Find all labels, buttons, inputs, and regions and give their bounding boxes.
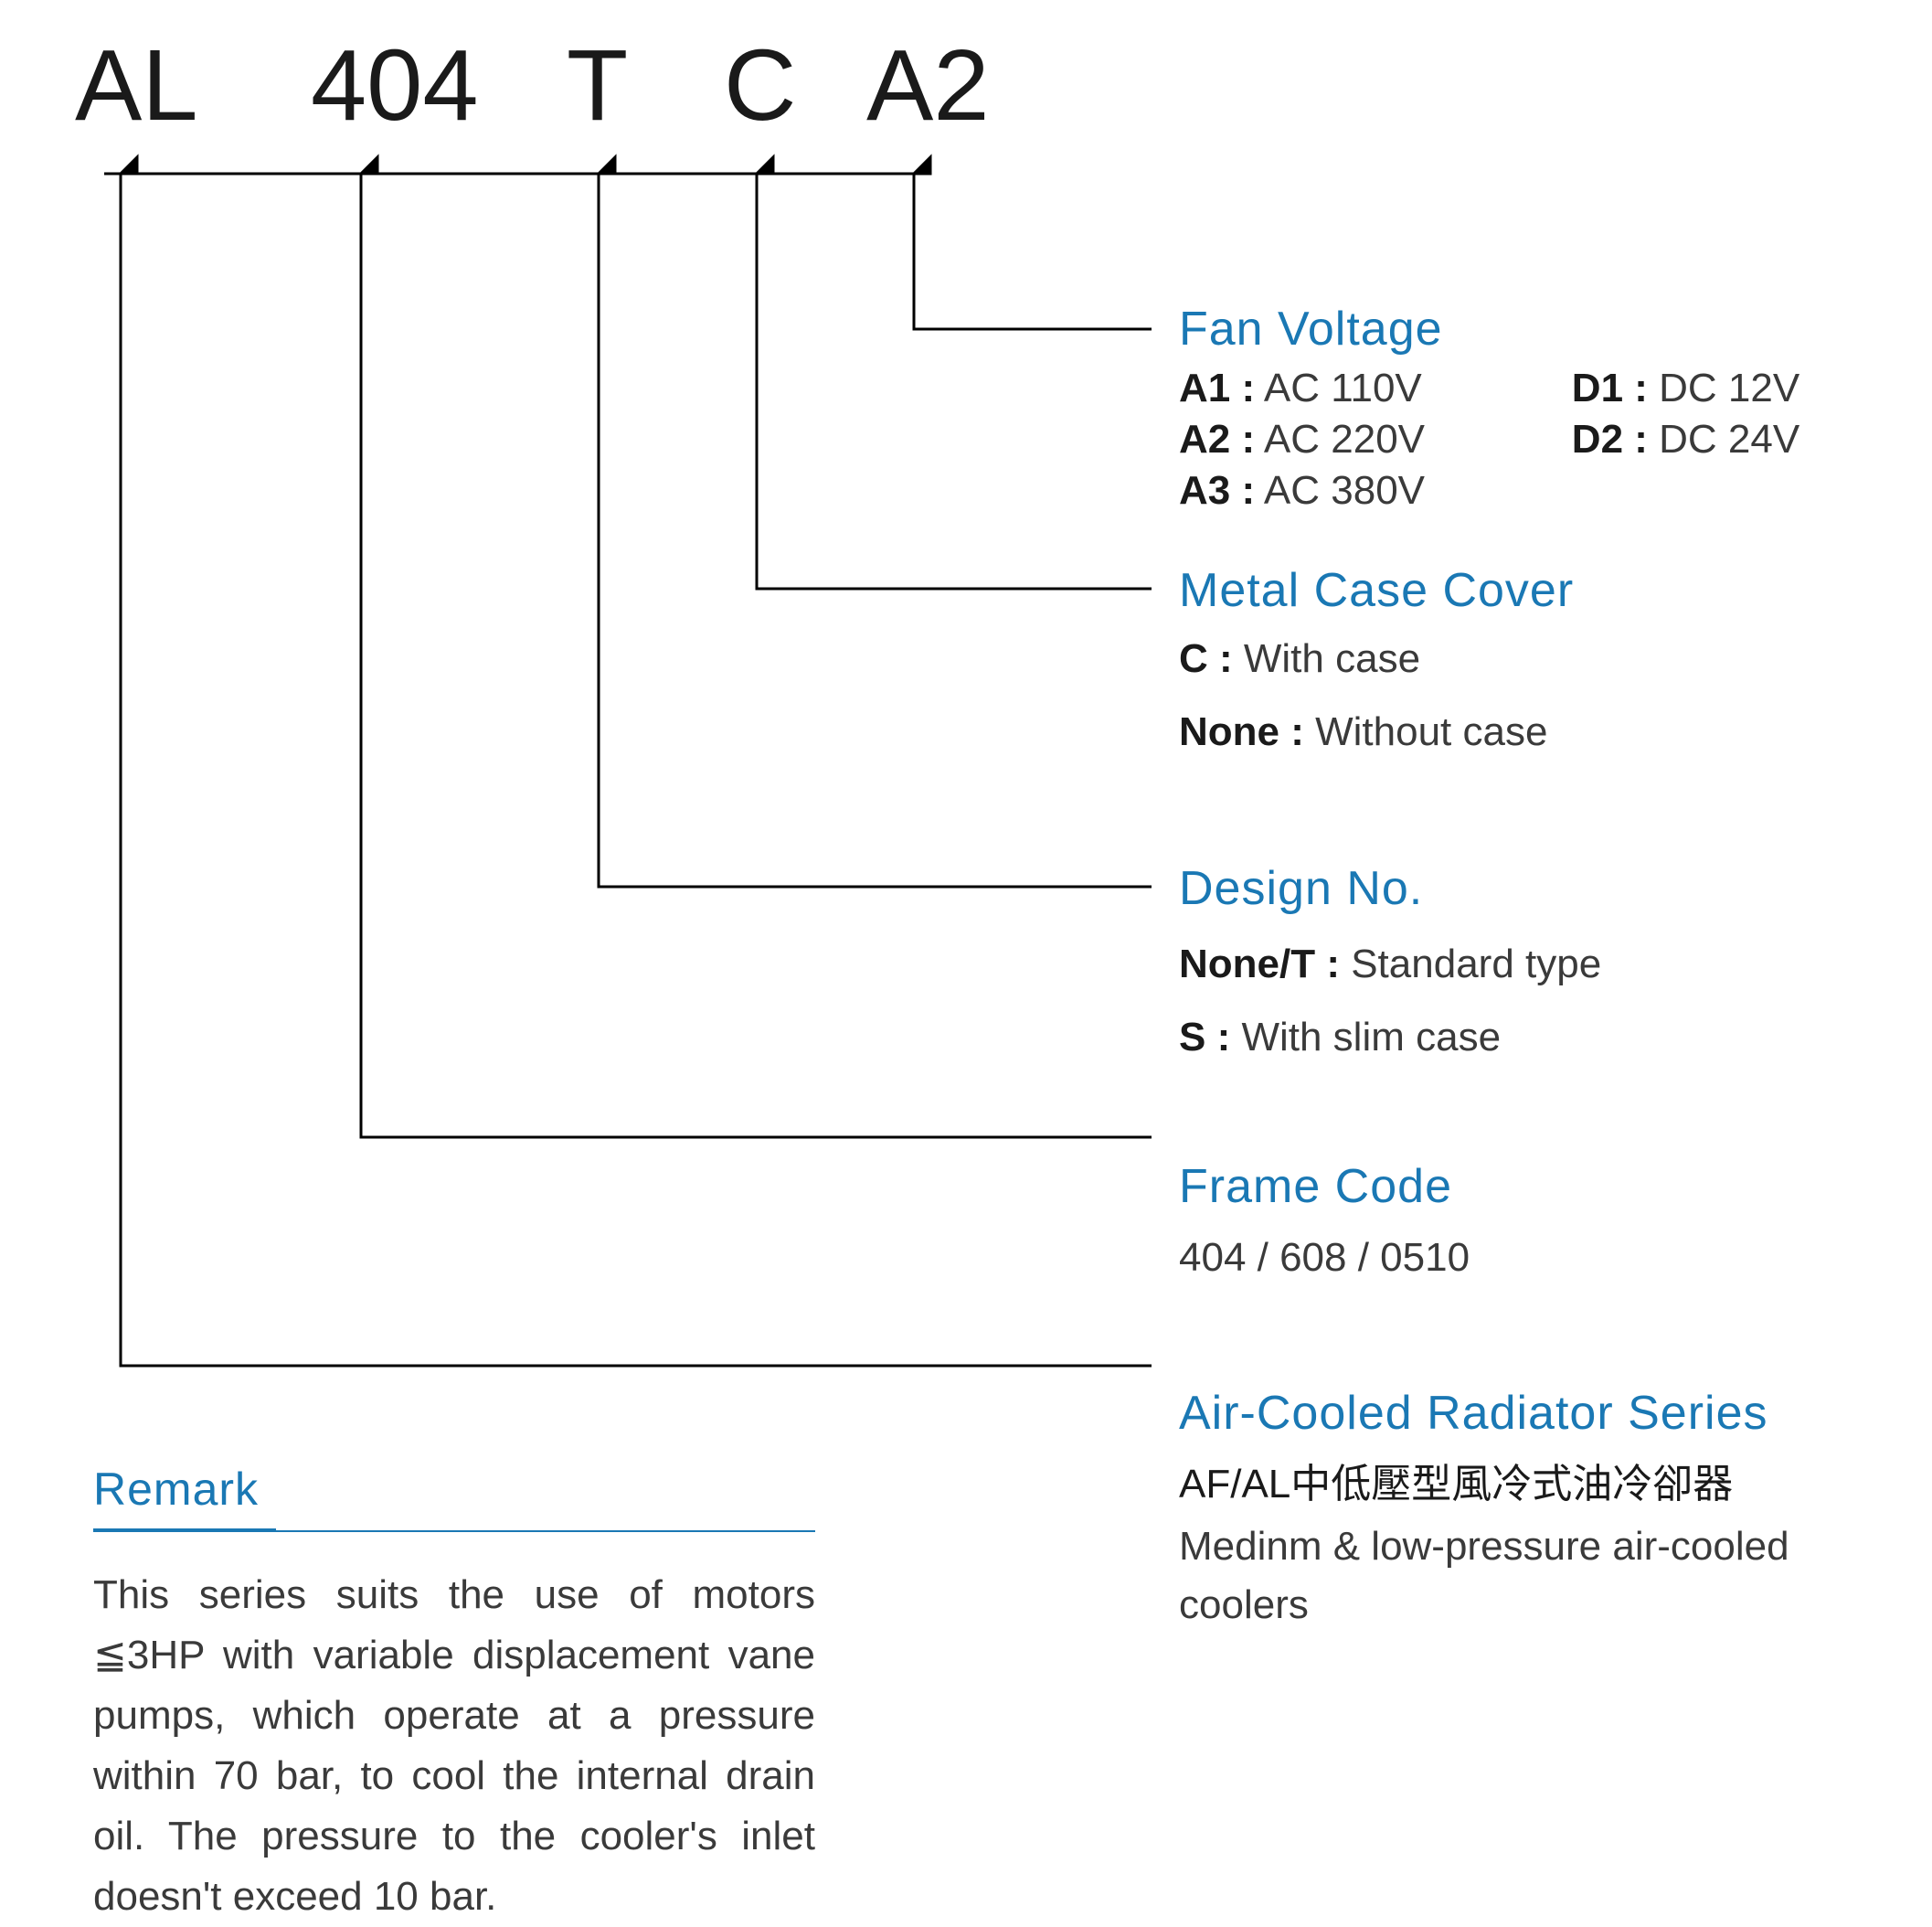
a1-val: AC 110V xyxy=(1255,366,1422,410)
series-line1: AF/AL中低壓型風冷式油冷卻器 xyxy=(1179,1455,1910,1514)
series-title: Air-Cooled Radiator Series xyxy=(1179,1386,1910,1441)
remark-rule-thin xyxy=(93,1530,815,1532)
designno-s-code: S : xyxy=(1179,1015,1230,1059)
frame-code-title: Frame Code xyxy=(1179,1159,1910,1214)
design-s: S : With slim case xyxy=(1179,1015,1910,1060)
section-fan-voltage: Fan Voltage A1 : AC 110V D1 : DC 12V A2 … xyxy=(1179,302,1910,514)
frame-code-values: 404 / 608 / 0510 xyxy=(1179,1229,1910,1287)
code-seg-c: C xyxy=(724,27,796,144)
c-val: With case xyxy=(1233,636,1420,681)
designno-none-code: None/T : xyxy=(1179,942,1340,986)
a1-code: A1 : xyxy=(1179,366,1255,410)
remark-block: Remark This series suits the use of moto… xyxy=(93,1463,815,1927)
d1-code: D1 : xyxy=(1572,366,1648,410)
code-seg-al: AL xyxy=(75,27,198,144)
d2-code: D2 : xyxy=(1572,417,1648,462)
fan-voltage-title: Fan Voltage xyxy=(1179,302,1910,357)
section-series: Air-Cooled Radiator Series AF/AL中低壓型風冷式油… xyxy=(1179,1386,1910,1634)
d2-val: DC 24V xyxy=(1648,417,1799,462)
none-val: Without case xyxy=(1304,709,1548,754)
fan-voltage-a2: A2 : AC 220V xyxy=(1179,417,1535,463)
section-metal-case: Metal Case Cover C : With case None : Wi… xyxy=(1179,563,1910,755)
section-frame-code: Frame Code 404 / 608 / 0510 xyxy=(1179,1159,1910,1287)
code-seg-t: T xyxy=(567,27,628,144)
a3-val: AC 380V xyxy=(1255,468,1425,513)
remark-title: Remark xyxy=(93,1463,815,1523)
a2-code: A2 : xyxy=(1179,417,1255,462)
designno-s-val: With slim case xyxy=(1230,1015,1501,1059)
remark-body: This series suits the use of motors ≦3HP… xyxy=(93,1565,815,1927)
fan-voltage-a1: A1 : AC 110V xyxy=(1179,366,1535,411)
series-line2: Medinm & low-pressure air-cooled coolers xyxy=(1179,1517,1910,1634)
fan-voltage-d1: D1 : DC 12V xyxy=(1572,366,1910,411)
fan-voltage-a3: A3 : AC 380V xyxy=(1179,468,1535,514)
section-design-no: Design No. None/T : Standard type S : Wi… xyxy=(1179,861,1910,1060)
page-root: AL 404 T C A2 .seg-al,.seg-404,.seg-t,.s… xyxy=(0,0,1932,1796)
fan-voltage-d2: D2 : DC 24V xyxy=(1572,417,1910,463)
metal-case-none: None : Without case xyxy=(1179,709,1910,755)
c-code: C : xyxy=(1179,636,1233,681)
designno-none-val: Standard type xyxy=(1340,942,1601,986)
a2-val: AC 220V xyxy=(1255,417,1425,462)
a3-code: A3 : xyxy=(1179,468,1255,513)
design-none: None/T : Standard type xyxy=(1179,942,1910,987)
metal-case-c: C : With case xyxy=(1179,636,1910,682)
design-no-title: Design No. xyxy=(1179,861,1910,916)
d1-val: DC 12V xyxy=(1648,366,1799,410)
code-seg-404: 404 xyxy=(311,27,479,144)
metal-case-title: Metal Case Cover xyxy=(1179,563,1910,618)
code-seg-a2: A2 xyxy=(866,27,990,144)
none-code: None : xyxy=(1179,709,1304,754)
